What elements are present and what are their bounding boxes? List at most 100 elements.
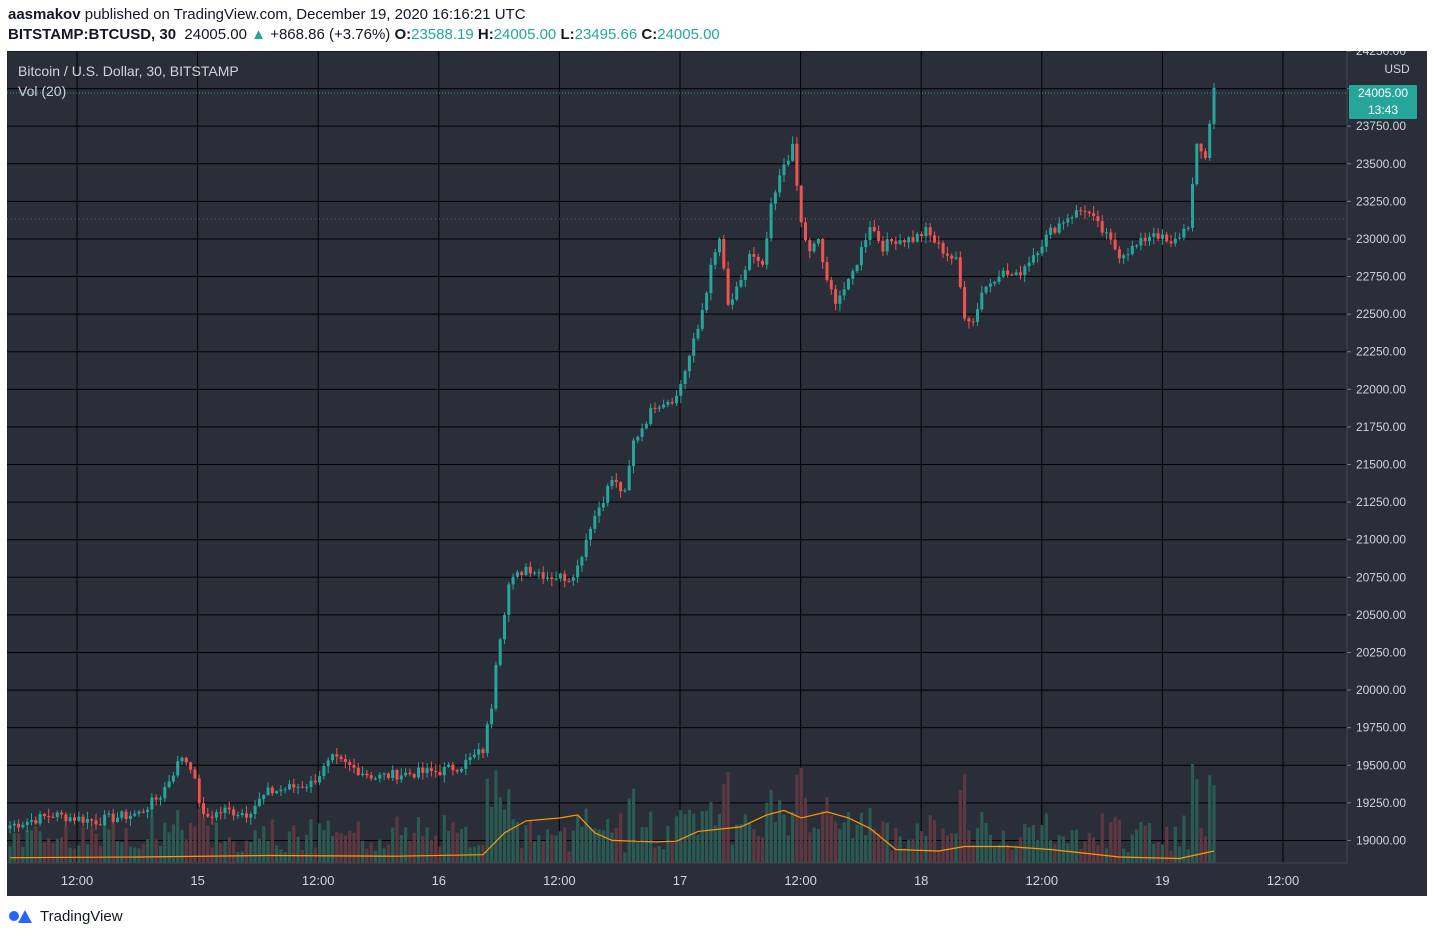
candle-body bbox=[722, 238, 726, 269]
candle-body bbox=[223, 807, 227, 813]
y-tick-label: 23250.00 bbox=[1356, 194, 1406, 208]
candle-body bbox=[206, 813, 210, 817]
volume-bar bbox=[232, 841, 236, 863]
candle-body bbox=[713, 252, 717, 265]
publisher-name[interactable]: aasmakov bbox=[8, 6, 81, 23]
volume-ma-series bbox=[9, 809, 1215, 860]
volume-bar bbox=[167, 832, 171, 863]
candle-body bbox=[447, 764, 451, 767]
candle-body bbox=[270, 787, 274, 794]
x-tick-label: 19 bbox=[1155, 873, 1169, 888]
volume-bar bbox=[920, 830, 924, 863]
chart-legend-title[interactable]: Bitcoin / U.S. Dollar, 30, BITSTAMP bbox=[18, 63, 239, 79]
volume-bar bbox=[627, 798, 631, 863]
volume-bar bbox=[386, 844, 390, 863]
candle-body bbox=[464, 760, 468, 769]
candle-body bbox=[412, 773, 416, 778]
candle-body bbox=[859, 247, 863, 266]
price-axis-background[interactable] bbox=[1347, 51, 1427, 863]
volume-bar bbox=[1036, 839, 1040, 863]
volume-bar bbox=[1040, 825, 1044, 863]
volume-bar bbox=[614, 828, 618, 863]
candle-body bbox=[77, 816, 81, 821]
candle-body bbox=[309, 780, 313, 787]
candle-body bbox=[1152, 233, 1156, 237]
candle-body bbox=[804, 222, 807, 241]
candle-body bbox=[25, 821, 29, 825]
candle-body bbox=[8, 825, 12, 829]
volume-bar bbox=[305, 834, 309, 863]
volume-bar bbox=[610, 832, 614, 863]
candle-body bbox=[933, 235, 936, 243]
y-tick-label: 19000.00 bbox=[1356, 833, 1406, 847]
volume-bar bbox=[17, 832, 21, 863]
volume-bar bbox=[1018, 837, 1023, 863]
candle-body bbox=[898, 240, 902, 244]
candle-body bbox=[752, 254, 756, 257]
volume-bar bbox=[249, 841, 253, 863]
candle-body bbox=[408, 772, 412, 774]
candle-body bbox=[184, 757, 188, 763]
candlestick-series bbox=[8, 82, 1216, 834]
candle-body bbox=[567, 580, 571, 582]
volume-bar bbox=[1074, 829, 1078, 863]
candle-body bbox=[21, 824, 25, 828]
candle-body bbox=[85, 819, 89, 823]
price-chart[interactable]: 23750.00 23500.00 23250.00 23000.00 22750.00… bbox=[6, 44, 1428, 897]
x-tick-label: 12:00 bbox=[61, 873, 94, 888]
volume-bar bbox=[1010, 850, 1014, 863]
volume-bar bbox=[425, 827, 429, 863]
candle-body bbox=[1156, 233, 1160, 239]
y-tick-label: 21750.00 bbox=[1356, 420, 1406, 434]
volume-bar bbox=[666, 825, 670, 863]
volume-bar bbox=[257, 838, 261, 863]
volume-bar bbox=[739, 824, 743, 863]
candle-body bbox=[219, 812, 223, 814]
volume-bar bbox=[700, 811, 704, 863]
volume-bar bbox=[722, 783, 726, 863]
time-axis-background[interactable] bbox=[7, 863, 1427, 896]
high-label: H: bbox=[477, 26, 494, 43]
candle-body bbox=[1105, 232, 1108, 234]
chart-frame[interactable]: 23750.00 23500.00 23250.00 23000.00 22750.00… bbox=[6, 44, 1428, 897]
candle-body bbox=[451, 764, 455, 771]
candle-body bbox=[511, 576, 515, 585]
candle-body bbox=[47, 816, 51, 818]
volume-bar bbox=[111, 822, 115, 863]
candle-body bbox=[528, 566, 532, 574]
candle-body bbox=[687, 355, 691, 372]
candle-body bbox=[705, 293, 709, 310]
candle-body bbox=[950, 255, 954, 259]
candle-body bbox=[335, 754, 339, 757]
volume-bar bbox=[1195, 779, 1199, 863]
volume-bar bbox=[34, 826, 38, 863]
candle-body bbox=[116, 817, 119, 822]
volume-bar bbox=[42, 842, 46, 863]
volume-legend[interactable]: Vol (20) bbox=[18, 83, 66, 99]
candle-body bbox=[94, 820, 98, 825]
y-tick-label: 19500.00 bbox=[1356, 758, 1406, 772]
candle-body bbox=[1191, 184, 1194, 228]
candle-body bbox=[343, 759, 347, 763]
volume-bar bbox=[442, 815, 446, 863]
volume-bar bbox=[1061, 836, 1066, 863]
price-axis-unit: USD bbox=[1384, 62, 1410, 76]
volume-bar bbox=[98, 846, 102, 863]
volume-bar bbox=[236, 852, 240, 863]
tradingview-brand[interactable]: TradingView bbox=[40, 907, 123, 925]
x-tick-label: 12:00 bbox=[1267, 873, 1300, 888]
volume-bar bbox=[133, 847, 137, 863]
volume-bar bbox=[717, 813, 722, 863]
candle-body bbox=[262, 794, 266, 799]
candle-body bbox=[167, 781, 171, 788]
volume-bar bbox=[171, 824, 175, 863]
candle-body bbox=[429, 768, 433, 771]
volume-bar bbox=[988, 834, 992, 863]
candle-body bbox=[885, 239, 889, 252]
candle-body bbox=[795, 143, 799, 186]
volume-bar bbox=[219, 843, 223, 863]
candle-body bbox=[718, 238, 721, 253]
volume-bar bbox=[447, 831, 451, 863]
volume-bar bbox=[958, 790, 962, 863]
candle-body bbox=[657, 407, 661, 409]
